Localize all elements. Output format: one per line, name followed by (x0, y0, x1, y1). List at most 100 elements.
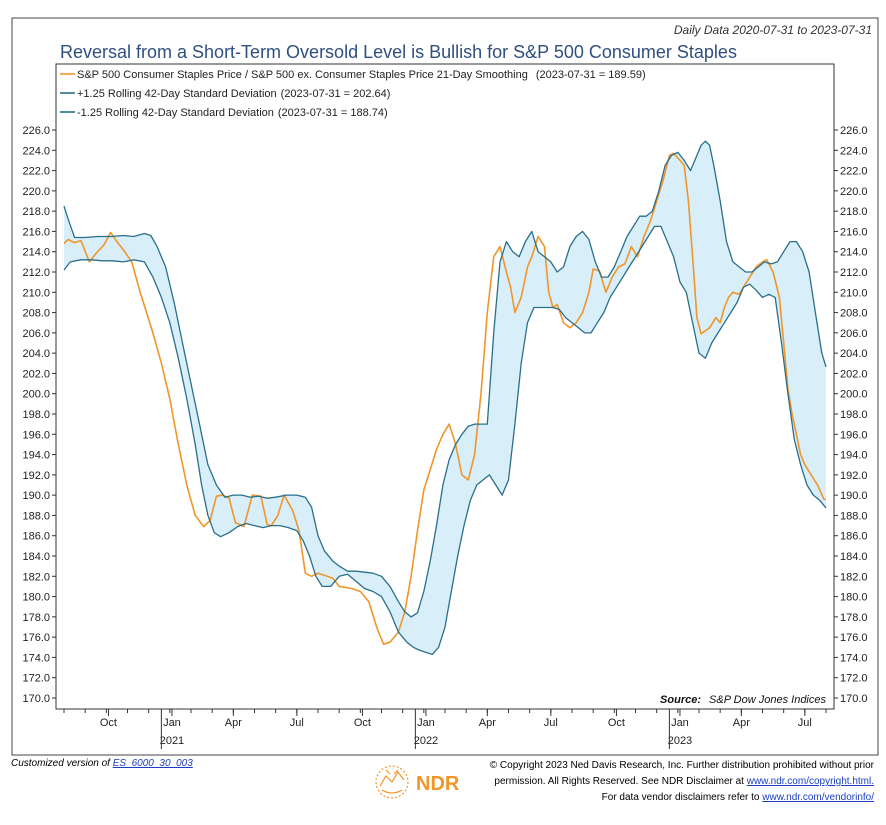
y-tick-label-right: 226.0 (840, 125, 868, 137)
x-tick-label: Jan (163, 717, 181, 729)
x-tick-label: Jul (544, 717, 558, 729)
customized-version-note: Customized version of ES_6000_30_003 (11, 758, 193, 769)
x-tick-label: Apr (733, 717, 750, 729)
y-tick-label-right: 208.0 (840, 308, 868, 320)
y-tick-label-left: 226.0 (22, 125, 50, 137)
copyright-line-2-text: permission. All Rights Reserved. See NDR… (494, 776, 747, 787)
vendor-link[interactable]: www.ndr.com/vendorinfo/ (762, 792, 874, 803)
x-tick-label: Oct (354, 717, 371, 729)
y-tick-label-left: 192.0 (22, 470, 50, 482)
y-tick-label-left: 170.0 (22, 693, 50, 705)
y-tick-label-right: 186.0 (840, 531, 868, 543)
logo-text: NDR (416, 773, 460, 795)
y-tick-label-right: 176.0 (840, 632, 868, 644)
legend-item-upper: +1.25 Rolling 42-Day Standard Deviation (… (77, 88, 390, 100)
x-tick-label: Apr (225, 717, 242, 729)
legend-item-price: S&P 500 Consumer Staples Price / S&P 500… (77, 69, 646, 81)
x-tick-label: Jan (417, 717, 435, 729)
y-tick-label-right: 192.0 (840, 470, 868, 482)
y-tick-label-left: 216.0 (22, 226, 50, 238)
y-tick-label-right: 204.0 (840, 348, 868, 360)
vendor-text: For data vendor disclaimers refer to (601, 792, 763, 803)
legend-upper-value: (2023-07-31 = 202.64) (281, 88, 391, 100)
series-line-upper (63, 140, 827, 618)
chart-frame (11, 17, 879, 756)
copyright-line-1: © Copyright 2023 Ned Davis Research, Inc… (489, 760, 874, 771)
y-tick-label-right: 172.0 (840, 673, 868, 685)
x-year-label: 2021 (160, 735, 184, 747)
y-tick-label-left: 204.0 (22, 348, 50, 360)
legend-upper-name: +1.25 Rolling 42-Day Standard Deviation (77, 88, 277, 100)
copyright-notice: © Copyright 2023 Ned Davis Research, Inc… (474, 758, 874, 806)
y-tick-label-left: 188.0 (22, 510, 50, 522)
legend: S&P 500 Consumer Staples Price / S&P 500… (60, 69, 646, 119)
legend-price-value: (2023-07-31 = 189.59) (536, 69, 646, 81)
chart-svg: Daily Data 2020-07-31 to 2023-07-31 Reve… (11, 17, 879, 756)
y-tick-label-left: 184.0 (22, 551, 50, 563)
y-tick-label-left: 194.0 (22, 450, 50, 462)
y-tick-label-right: 222.0 (840, 166, 868, 178)
series-line-price (63, 152, 827, 645)
source-note: Source: S&P Dow Jones Indices (660, 694, 826, 706)
y-tick-label-left: 196.0 (22, 429, 50, 441)
y-tick-label-left: 222.0 (22, 166, 50, 178)
y-tick-label-right: 206.0 (840, 328, 868, 340)
y-tick-label-left: 182.0 (22, 571, 50, 583)
y-tick-label-right: 218.0 (840, 206, 868, 218)
y-tick-label-right: 224.0 (840, 145, 868, 157)
y-tick-label-right: 178.0 (840, 612, 868, 624)
source-label: Source: (660, 694, 701, 706)
y-tick-label-left: 206.0 (22, 328, 50, 340)
y-tick-label-left: 214.0 (22, 247, 50, 259)
y-tick-label-right: 198.0 (840, 409, 868, 421)
x-tick-label: Oct (608, 717, 625, 729)
y-tick-label-left: 208.0 (22, 308, 50, 320)
y-tick-label-right: 216.0 (840, 226, 868, 238)
y-tick-label-left: 198.0 (22, 409, 50, 421)
copyright-line-2: permission. All Rights Reserved. See NDR… (474, 774, 874, 790)
y-tick-label-left: 224.0 (22, 145, 50, 157)
y-tick-label-right: 212.0 (840, 267, 868, 279)
legend-lower-value: (2023-07-31 = 188.74) (278, 107, 388, 119)
y-tick-label-right: 188.0 (840, 510, 868, 522)
y-tick-label-right: 170.0 (840, 693, 868, 705)
y-tick-label-left: 178.0 (22, 612, 50, 624)
y-tick-label-right: 196.0 (840, 429, 868, 441)
x-tick-label: Jul (798, 717, 812, 729)
x-tick-label: Oct (100, 717, 117, 729)
y-tick-label-left: 200.0 (22, 389, 50, 401)
y-tick-label-left: 172.0 (22, 673, 50, 685)
date-range-label: Daily Data 2020-07-31 to 2023-07-31 (674, 23, 872, 37)
y-tick-label-right: 180.0 (840, 592, 868, 604)
y-tick-label-left: 220.0 (22, 186, 50, 198)
y-tick-label-right: 200.0 (840, 389, 868, 401)
legend-price-name: S&P 500 Consumer Staples Price / S&P 500… (77, 69, 528, 81)
vendor-line: For data vendor disclaimers refer to www… (474, 790, 874, 806)
y-tick-label-right: 182.0 (840, 571, 868, 583)
legend-item-lower: -1.25 Rolling 42-Day Standard Deviation (… (77, 107, 388, 119)
x-year-label: 2023 (668, 735, 692, 747)
y-tick-label-right: 184.0 (840, 551, 868, 563)
y-tick-label-left: 180.0 (22, 592, 50, 604)
y-tick-label-left: 218.0 (22, 206, 50, 218)
legend-lower-name: -1.25 Rolling 42-Day Standard Deviation (77, 107, 274, 119)
band-layer (63, 140, 827, 656)
y-tick-label-right: 214.0 (840, 247, 868, 259)
source-text: S&P Dow Jones Indices (709, 694, 826, 706)
x-year-label: 2022 (414, 735, 438, 747)
x-tick-label: Apr (479, 717, 496, 729)
x-tick-label: Jan (671, 717, 689, 729)
copyright-link[interactable]: www.ndr.com/copyright.html. (746, 776, 874, 787)
y-tick-label-left: 174.0 (22, 652, 50, 664)
chart-code-link[interactable]: ES_6000_30_003 (112, 758, 193, 769)
y-tick-label-left: 202.0 (22, 368, 50, 380)
y-tick-label-right: 174.0 (840, 652, 868, 664)
y-tick-label-right: 194.0 (840, 450, 868, 462)
y-tick-label-left: 176.0 (22, 632, 50, 644)
y-tick-label-right: 210.0 (840, 287, 868, 299)
std-band-fill (64, 141, 826, 655)
series-line-lower (63, 225, 827, 656)
customized-prefix: Customized version of (11, 758, 113, 769)
y-tick-label-left: 186.0 (22, 531, 50, 543)
y-tick-label-left: 190.0 (22, 490, 50, 502)
